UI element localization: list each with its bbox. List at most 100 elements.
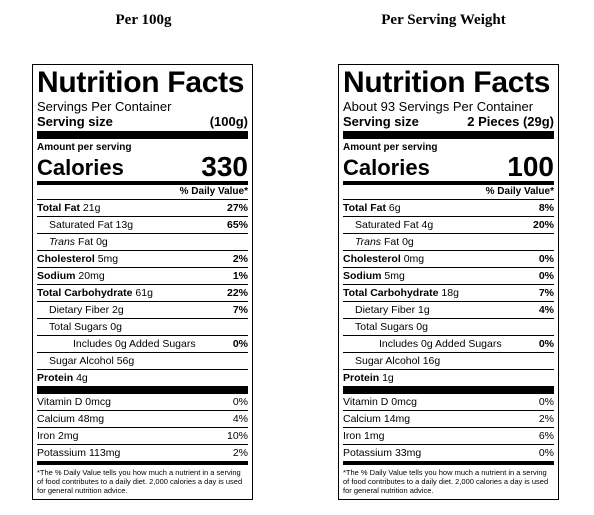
nutrient-name: Includes 0g Added Sugars: [379, 337, 502, 350]
nutrient-name: Sodium: [343, 269, 382, 282]
nutrient-row-protein: Protein 4g: [37, 370, 248, 394]
servings-per-container: About 93 Servings Per Container: [343, 99, 534, 114]
nutrient-row-sodium: Sodium 20mg 1%: [37, 268, 248, 285]
nutrient-name: Vitamin D: [37, 395, 83, 408]
nutrient-row-iron: Iron 2mg 10%: [37, 428, 248, 445]
nutrient-dv: 2%: [538, 412, 554, 425]
nutrient-amount: 21g: [82, 201, 101, 214]
calories-row: Calories 100: [343, 153, 554, 185]
daily-value-footnote: *The % Daily Value tells you how much a …: [343, 468, 549, 495]
serving-size-value: (100g): [209, 114, 248, 129]
nutrient-name: Iron: [37, 429, 56, 442]
nutrient-name: Calcium: [37, 412, 75, 425]
calories-value: 330: [201, 151, 248, 182]
nutrient-dv: 2%: [232, 446, 248, 459]
nutrient-dv: 2%: [232, 252, 248, 265]
nutrient-name: Saturated Fat: [355, 218, 419, 231]
nutrient-row-potassium: Potassium 113mg 2%: [37, 445, 248, 465]
nutrient-name: Includes 0g Added Sugars: [73, 337, 196, 350]
nutrient-dv: 0%: [538, 446, 554, 459]
nutrient-row-cholesterol: Cholesterol 5mg 2%: [37, 251, 248, 268]
nutrient-dv: 0%: [232, 395, 248, 408]
serving-size-row: Serving size 2 Pieces (29g): [343, 114, 554, 139]
nutrient-name: Calcium: [343, 412, 381, 425]
nutrient-amount: 48mg: [77, 412, 105, 425]
nutrient-dv: 27%: [226, 201, 248, 214]
nutrient-dv: 4%: [232, 412, 248, 425]
nutrient-row-total-sugars: Total Sugars 0g: [343, 319, 554, 336]
nutrient-amount: 1mg: [364, 429, 385, 442]
nutrient-row-total-carbohydrate: Total Carbohydrate 61g 22%: [37, 285, 248, 302]
nutrient-name: Sugar Alcohol: [355, 354, 420, 367]
calories-label: Calories: [343, 155, 430, 180]
nutrient-dv: 7%: [538, 286, 554, 299]
nutrient-name-suffix: Fat: [383, 235, 400, 248]
nutrient-amount: 61g: [135, 286, 153, 299]
nutrient-row-total-carbohydrate: Total Carbohydrate 18g 7%: [343, 285, 554, 302]
nutrient-row-calcium: Calcium 14mg 2%: [343, 411, 554, 428]
amount-per-serving: Amount per serving: [343, 142, 438, 153]
nutrient-row-calcium: Calcium 48mg 4%: [37, 411, 248, 428]
nutrition-facts-title: Nutrition Facts: [37, 66, 245, 99]
nutrient-dv: 0%: [538, 337, 554, 350]
daily-value-header: % Daily Value*: [343, 185, 554, 200]
nutrient-name: Trans: [49, 235, 76, 248]
nutrient-dv: 22%: [226, 286, 248, 299]
nutrient-amount: 2g: [112, 303, 124, 316]
nutrient-amount: 13g: [115, 218, 134, 231]
nutrient-row-vitamin-d: Vitamin D 0mcg 0%: [37, 394, 248, 411]
nutrient-name: Protein: [37, 371, 74, 384]
nutrient-name: Potassium: [37, 446, 87, 459]
nutrient-name-suffix: Fat: [77, 235, 94, 248]
nutrient-amount: 5mg: [384, 269, 405, 282]
nutrient-amount: 5mg: [97, 252, 119, 265]
nutrient-name: Dietary Fiber: [49, 303, 110, 316]
nutrient-name: Saturated Fat: [49, 218, 113, 231]
nutrient-name: Iron: [343, 429, 362, 442]
nutrient-dv: 0%: [538, 252, 554, 265]
nutrient-row-protein: Protein 1g: [343, 370, 554, 394]
nutrient-amount: 2mg: [58, 429, 79, 442]
nutrient-row-total-fat: Total Fat 21g 27%: [37, 200, 248, 217]
nutrient-amount: 0g: [402, 235, 414, 248]
nutrient-amount: 0mcg: [391, 395, 417, 408]
nutrient-dv: 6%: [538, 429, 554, 442]
nutrient-dv: 4%: [538, 303, 554, 316]
serving-size-label: Serving size: [343, 114, 419, 129]
nutrient-row-sugar-alcohol: Sugar Alcohol 56g: [37, 353, 248, 370]
nutrient-amount: 1g: [418, 303, 430, 316]
nutrient-row-saturated-fat: Saturated Fat 4g 20%: [343, 217, 554, 234]
nutrient-dv: 20%: [532, 218, 554, 231]
nutrient-dv: 0%: [232, 337, 248, 350]
nutrient-row-vitamin-d: Vitamin D 0mcg 0%: [343, 394, 554, 411]
nutrient-amount: 56g: [116, 354, 135, 367]
nutrient-amount: 18g: [441, 286, 459, 299]
nutrient-name: Vitamin D: [343, 395, 389, 408]
nutrient-row-dietary-fiber: Dietary Fiber 1g 4%: [343, 302, 554, 319]
nutrient-dv: 7%: [232, 303, 248, 316]
nutrient-row-added-sugars: Includes 0g Added Sugars 0%: [37, 336, 248, 353]
nutrient-dv: 65%: [226, 218, 248, 231]
nutrient-row-total-fat: Total Fat 6g 8%: [343, 200, 554, 217]
nutrient-name: Total Fat: [37, 201, 80, 214]
nutrient-amount: 0g: [110, 320, 122, 333]
nutrition-label-per-serving: Nutrition Facts About 93 Servings Per Co…: [338, 64, 559, 500]
calories-row: Calories 330: [37, 151, 248, 185]
nutrient-row-added-sugars: Includes 0g Added Sugars 0%: [343, 336, 554, 353]
serving-size-row: Serving size (100g): [37, 114, 248, 139]
nutrient-name: Protein: [343, 371, 380, 384]
nutrient-row-trans-fat: Trans Fat 0g: [37, 234, 248, 251]
nutrient-amount: 0mg: [403, 252, 425, 265]
nutrient-amount: 16g: [422, 354, 441, 367]
nutrient-row-potassium: Potassium 33mg 0%: [343, 445, 554, 465]
nutrient-dv: 0%: [538, 269, 554, 282]
calories-label: Calories: [37, 155, 124, 180]
nutrient-amount: 33mg: [394, 446, 422, 459]
nutrient-name: Total Carbohydrate: [343, 286, 439, 299]
nutrient-name: Potassium: [343, 446, 393, 459]
nutrient-name: Sodium: [37, 269, 76, 282]
nutrient-name: Cholesterol: [37, 252, 95, 265]
nutrient-amount: 4g: [76, 371, 88, 384]
serving-size-label: Serving size: [37, 114, 113, 129]
nutrient-name: Sugar Alcohol: [49, 354, 114, 367]
